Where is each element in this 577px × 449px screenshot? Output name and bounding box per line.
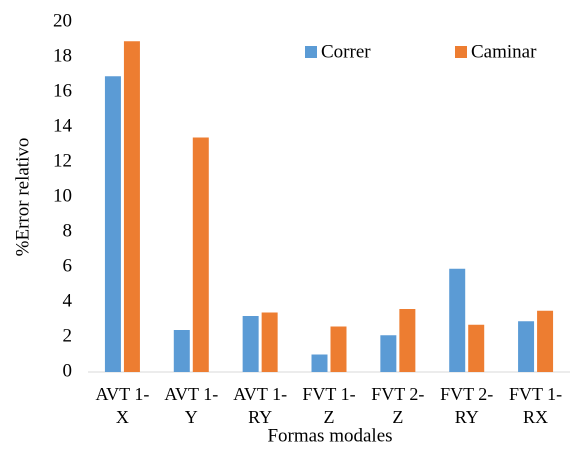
bar: [261, 312, 278, 372]
bar: [518, 321, 535, 372]
x-tick-label: AVT 1-Y: [164, 384, 219, 427]
x-tick-label: AVT 1-RY: [233, 384, 288, 427]
y-tick-label: 10: [53, 185, 72, 206]
y-tick-label: 8: [63, 220, 73, 241]
y-tick-label: 2: [63, 325, 73, 346]
x-tick-label: FVT 2-Z: [371, 384, 425, 427]
x-tick-label: FVT 1-Z: [302, 384, 356, 427]
y-tick-label: 18: [53, 45, 72, 66]
y-tick-label: 20: [53, 10, 72, 31]
bar: [468, 324, 485, 372]
bar: [330, 326, 347, 372]
bar: [380, 335, 397, 372]
bar: [123, 41, 140, 372]
bar: [173, 330, 190, 372]
legend-swatch: [455, 46, 467, 58]
y-tick-label: 0: [63, 360, 73, 381]
y-tick-label: 16: [53, 80, 72, 101]
y-tick-label: 12: [53, 150, 72, 171]
x-axis-label: Formas modales: [267, 425, 392, 446]
legend-label: Caminar: [471, 41, 537, 62]
bar: [104, 76, 121, 372]
y-tick-label: 4: [63, 290, 73, 311]
x-tick-label: FVT 2-RY: [440, 384, 494, 427]
y-tick-label: 14: [53, 115, 73, 136]
legend-label: Correr: [321, 41, 371, 62]
bar: [242, 316, 259, 372]
bar: [311, 354, 328, 372]
y-tick-label: 6: [63, 255, 73, 276]
x-tick-label: FVT 1-RX: [508, 384, 563, 427]
bar: [537, 310, 554, 372]
bar: [399, 309, 416, 372]
bar: [192, 137, 209, 372]
legend-swatch: [305, 46, 317, 58]
bar: [449, 268, 466, 372]
y-axis-label: %Error relativo: [12, 138, 33, 257]
x-tick-label: AVT 1-X: [95, 384, 150, 427]
